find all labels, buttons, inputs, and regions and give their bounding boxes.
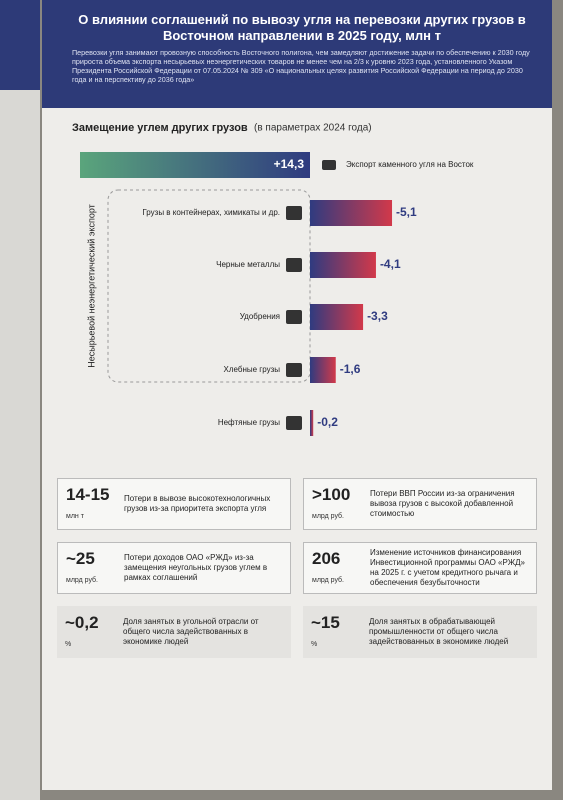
icon — [286, 416, 302, 430]
stat-unit: млрд руб. — [312, 577, 345, 584]
stat-text: Доля занятых в угольной отрасли от общег… — [123, 617, 259, 646]
category-label: Хлебные грузы — [224, 365, 281, 374]
stat-value-block: >100 млрд руб. — [312, 485, 370, 523]
bar — [310, 410, 314, 436]
stat-unit: % — [65, 641, 72, 648]
stat-box: ~0,2% Доля занятых в угольной отрасли от … — [57, 606, 291, 658]
stat-value: 14-15 — [66, 485, 110, 504]
chart-title: Замещение углем других грузов — [72, 122, 248, 134]
stat-text: Доля занятых в обрабатывающей промышленн… — [369, 617, 509, 646]
bar — [310, 252, 376, 278]
category-label: Экспорт каменного угля на Восток — [346, 160, 474, 169]
stat-text: Потери доходов ОАО «РЖД» из-за замещения… — [124, 553, 268, 582]
category-label: Грузы в контейнерах, химикаты и др. — [142, 208, 280, 217]
stat-value: ~25 — [66, 549, 95, 568]
value-label: +14,3 — [274, 157, 305, 171]
stat-box: 206 млрд руб. Изменение источников финанси… — [303, 542, 537, 594]
icon — [286, 310, 302, 324]
value-label: -4,1 — [380, 257, 401, 271]
stat-value-block: ~25 млрд руб. — [66, 549, 124, 587]
stat-box: ~25 млрд руб. Потери доходов ОАО «РЖД» из-… — [57, 542, 291, 594]
stat-value: 206 — [312, 549, 341, 568]
icon — [286, 363, 302, 377]
prev-page — [0, 0, 40, 800]
stat-value: >100 — [312, 485, 351, 504]
stat-box: 14-15 млн т Потери в вывозе высокотехнолог… — [57, 478, 291, 530]
stat-value-block: 206 млрд руб. — [312, 549, 370, 587]
category-label: Черные металлы — [216, 260, 280, 269]
chart: Замещение углем других грузов (в парамет… — [72, 122, 474, 436]
bar — [310, 357, 336, 383]
stat-unit: млрд руб. — [66, 577, 99, 584]
icon — [322, 160, 336, 170]
group-label: Несырьевой неэнергетический экспорт — [86, 204, 96, 368]
stat-value-block: ~15% — [311, 613, 369, 651]
page: О влиянии соглашений по вывозу угля на п… — [42, 0, 552, 790]
value-label: -5,1 — [396, 205, 417, 219]
stat-text: Потери ВВП России из-за ограничения выво… — [370, 489, 515, 518]
icon — [286, 206, 302, 220]
prev-header — [0, 0, 40, 90]
category-label: Удобрения — [240, 312, 280, 321]
stat-unit: % — [311, 641, 318, 648]
stat-box: >100 млрд руб. Потери ВВП России из-за огр… — [303, 478, 537, 530]
header: О влиянии соглашений по вывозу угля на п… — [42, 0, 552, 108]
value-label: -3,3 — [367, 309, 388, 323]
category-label: Нефтяные грузы — [218, 418, 280, 427]
stat-value-block: 14-15 млн т — [66, 485, 124, 523]
value-label: -1,6 — [340, 362, 361, 376]
icon — [286, 258, 302, 272]
stat-text: Потери в вывозе высокотехнологичных груз… — [124, 494, 271, 513]
stat-text: Изменение источников финансирования Инве… — [370, 548, 526, 587]
stats: 14-15 млн т Потери в вывозе высокотехнолог… — [57, 478, 537, 658]
stat-value: ~0,2 — [65, 613, 99, 632]
title: О влиянии соглашений по вывозу угля на п… — [78, 12, 526, 43]
intro: Перевозки угля занимают провозную способ… — [72, 48, 530, 84]
stat-unit: млн т — [66, 513, 84, 520]
bar — [310, 200, 393, 226]
stat-box: ~15% Доля занятых в обрабатывающей промыш… — [303, 606, 537, 658]
bar — [310, 304, 364, 330]
stat-value-block: ~0,2% — [65, 613, 123, 651]
value-label: -0,2 — [317, 415, 338, 429]
stat-value: ~15 — [311, 613, 340, 632]
stat-unit: млрд руб. — [312, 513, 345, 520]
chart-subtitle: (в параметрах 2024 года) — [254, 123, 372, 134]
bar — [80, 152, 310, 178]
group-bracket — [107, 189, 311, 383]
